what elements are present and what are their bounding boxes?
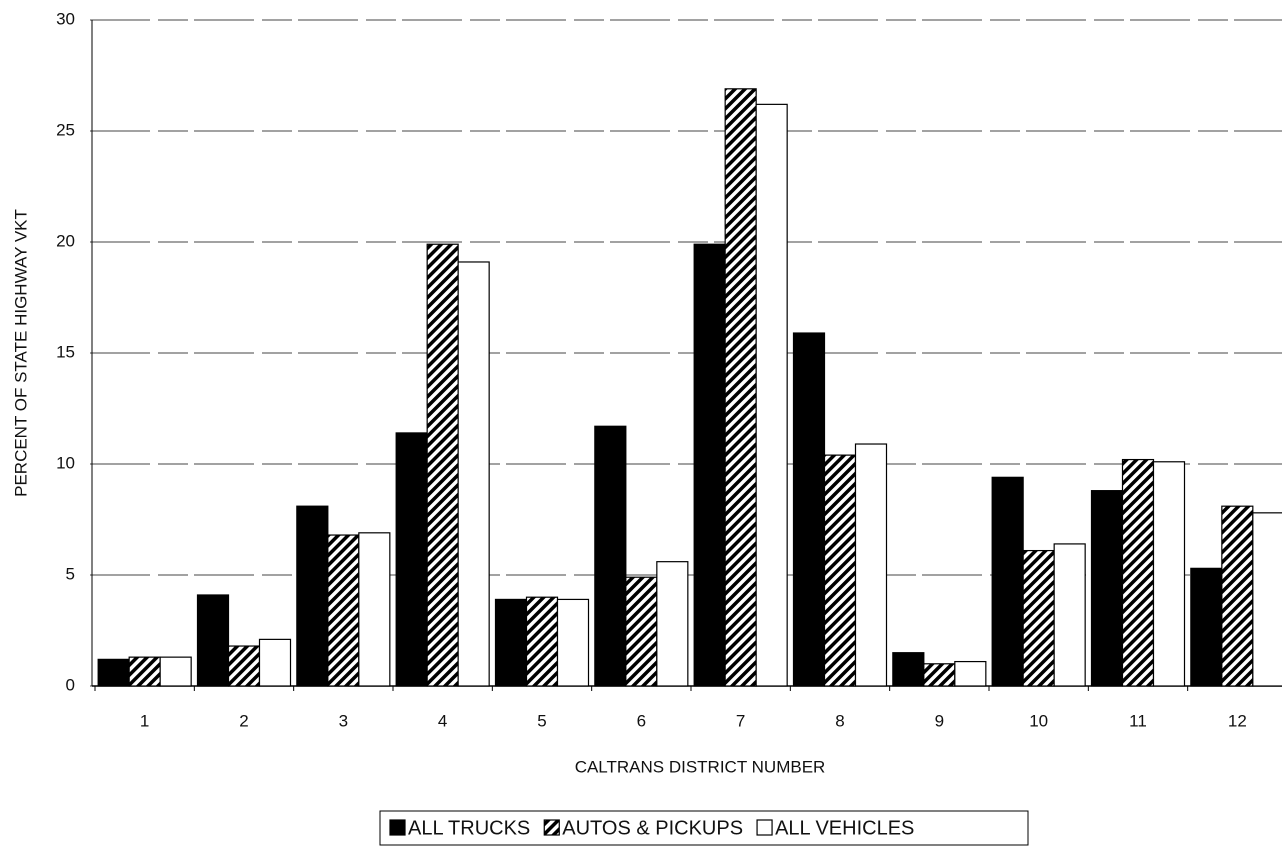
x-tick-label: 5 xyxy=(537,711,546,730)
y-axis-label: PERCENT OF STATE HIGHWAY VKT xyxy=(11,209,30,497)
x-tick-label: 7 xyxy=(736,711,745,730)
legend-label: ALL TRUCKS xyxy=(408,817,530,839)
x-tick-label: 8 xyxy=(835,711,844,730)
legend-swatch xyxy=(389,819,406,836)
y-tick-label: 25 xyxy=(56,120,75,139)
bar xyxy=(854,443,888,687)
bar xyxy=(724,88,757,687)
bar xyxy=(892,652,925,687)
x-axis-label: CALTRANS DISTRICT NUMBER xyxy=(575,757,826,776)
bar xyxy=(196,594,230,687)
bar xyxy=(693,243,726,687)
legend-box xyxy=(379,810,1029,846)
bar xyxy=(656,561,689,687)
y-tick-label: 10 xyxy=(56,453,75,472)
bar xyxy=(792,332,826,687)
x-tick-label: 3 xyxy=(339,711,348,730)
bar xyxy=(426,243,459,687)
bar xyxy=(327,534,360,687)
bar xyxy=(625,576,658,687)
bar xyxy=(991,476,1024,687)
x-tick-label: 12 xyxy=(1228,711,1247,730)
bar xyxy=(1252,512,1282,687)
bar xyxy=(594,425,627,687)
bar xyxy=(823,454,857,687)
bar xyxy=(1121,458,1155,687)
bar xyxy=(755,103,788,687)
legend-label: AUTOS & PICKUPS xyxy=(562,817,743,839)
legend-label: ALL VEHICLES xyxy=(775,817,914,839)
y-tick-label: 30 xyxy=(56,9,75,28)
bar xyxy=(128,656,161,687)
y-tick-label: 20 xyxy=(56,231,75,250)
x-tick-label: 11 xyxy=(1129,711,1147,730)
bar xyxy=(457,261,490,687)
bar xyxy=(227,645,261,687)
bar xyxy=(525,596,559,687)
bar xyxy=(556,598,590,687)
y-tick-label: 0 xyxy=(66,675,75,694)
bar xyxy=(258,638,292,687)
bar xyxy=(1221,505,1254,687)
y-tick-label: 5 xyxy=(66,564,75,583)
x-tick-label: 2 xyxy=(239,711,248,730)
bar xyxy=(1053,543,1086,687)
bar xyxy=(1190,567,1223,687)
bar xyxy=(296,505,329,687)
bar xyxy=(97,658,130,687)
bar xyxy=(395,432,428,687)
bar xyxy=(954,660,987,687)
x-tick-label: 6 xyxy=(637,711,646,730)
x-tick-label: 1 xyxy=(140,711,149,730)
bar xyxy=(1022,549,1055,687)
bar xyxy=(1152,461,1186,687)
bar xyxy=(1090,490,1124,687)
legend-swatch xyxy=(543,819,560,836)
bar xyxy=(494,598,528,687)
bar xyxy=(358,532,391,687)
legend-swatch xyxy=(756,819,773,836)
y-tick-label: 15 xyxy=(56,342,75,361)
x-tick-label: 4 xyxy=(438,711,447,730)
bar xyxy=(923,663,956,687)
bar xyxy=(159,656,192,687)
x-tick-label: 9 xyxy=(935,711,944,730)
x-tick-label: 10 xyxy=(1029,711,1048,730)
